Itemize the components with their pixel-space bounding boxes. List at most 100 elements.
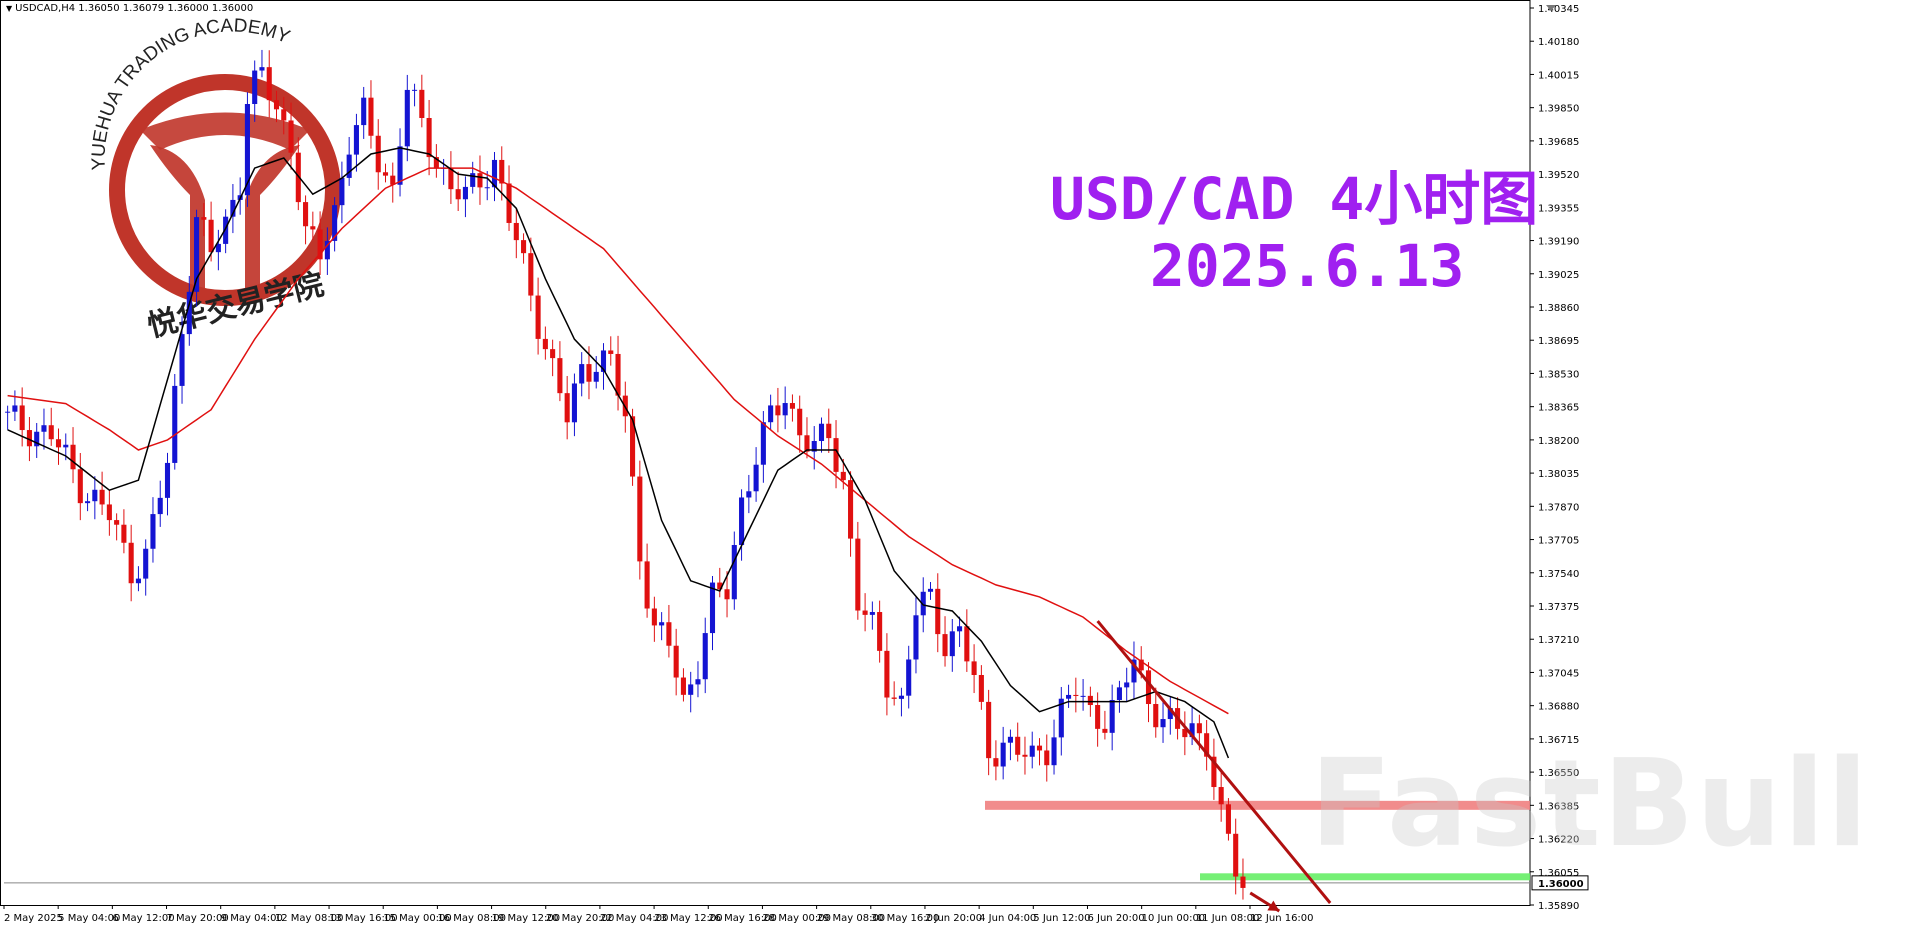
down-arrow-head bbox=[1267, 900, 1280, 912]
x-tick-label: 5 May 04:00 bbox=[58, 913, 120, 924]
x-tick-label: 13 May 16:00 bbox=[329, 913, 398, 924]
candle-body bbox=[927, 588, 934, 592]
scroll-marker-icon bbox=[1546, 5, 1556, 11]
candle-body bbox=[884, 650, 890, 698]
candle-body bbox=[266, 67, 272, 101]
candle-body bbox=[659, 622, 665, 626]
x-tick-label: 2 May 2025 bbox=[4, 913, 63, 924]
x-tick-label: 6 Jun 20:00 bbox=[1087, 913, 1144, 924]
candle-body bbox=[593, 371, 599, 382]
ma-fast-line bbox=[7, 147, 1230, 759]
candle-body bbox=[651, 608, 657, 626]
current-price-box bbox=[1531, 875, 1589, 891]
candle-body bbox=[150, 514, 156, 549]
y-tick-label: 1.35890 bbox=[1538, 901, 1579, 912]
y-tick-label: 1.39685 bbox=[1538, 137, 1579, 148]
candle-body bbox=[48, 425, 54, 440]
candle-body bbox=[477, 173, 483, 188]
candle-body bbox=[739, 497, 745, 546]
y-tick-label: 1.36055 bbox=[1538, 868, 1579, 879]
y-tick-label: 1.39520 bbox=[1538, 170, 1579, 181]
candle-body bbox=[1007, 736, 1013, 743]
watermark: FastBull bbox=[1310, 735, 1870, 874]
candle-body bbox=[259, 67, 265, 71]
y-tick-label: 1.37045 bbox=[1538, 668, 1579, 679]
x-tick-label: 9 May 04:00 bbox=[221, 913, 283, 924]
candle-body bbox=[564, 393, 570, 423]
x-tick-label: 16 May 08:00 bbox=[437, 913, 506, 924]
y-tick-label: 1.36550 bbox=[1538, 768, 1579, 779]
candle-body bbox=[1022, 754, 1028, 757]
candle-body bbox=[12, 405, 18, 412]
candle-body bbox=[303, 202, 309, 227]
y-tick-label: 1.37705 bbox=[1538, 536, 1579, 547]
candle-body bbox=[848, 480, 854, 539]
candle-body bbox=[680, 677, 686, 695]
candle-body bbox=[339, 177, 345, 206]
candle-body bbox=[1196, 723, 1202, 734]
candle-body bbox=[1116, 687, 1122, 700]
x-tick-label: 26 May 16:00 bbox=[708, 913, 777, 924]
candle-body bbox=[1044, 750, 1050, 766]
candle-body bbox=[891, 697, 897, 699]
x-tick-label: 23 May 12:00 bbox=[654, 913, 723, 924]
candle-body bbox=[673, 645, 679, 678]
candle-body bbox=[419, 89, 425, 119]
candle-body bbox=[1204, 733, 1210, 757]
candle-body bbox=[252, 70, 258, 105]
y-tick-label: 1.37870 bbox=[1538, 502, 1579, 513]
candle-body bbox=[19, 405, 25, 431]
x-tick-label: 12 Jun 16:00 bbox=[1250, 913, 1314, 924]
candle-body bbox=[121, 524, 127, 543]
candle-body bbox=[775, 405, 781, 416]
candle-body bbox=[935, 588, 941, 635]
candle-body bbox=[571, 383, 577, 423]
candle-body bbox=[986, 701, 992, 759]
ma-slow-line bbox=[7, 167, 1229, 715]
candle-body bbox=[484, 187, 490, 189]
candle-body bbox=[753, 464, 759, 492]
x-tick-label: 30 May 16:00 bbox=[871, 913, 940, 924]
candle-body bbox=[491, 159, 498, 188]
candle-body bbox=[826, 423, 832, 439]
y-tick-label: 1.40015 bbox=[1538, 70, 1579, 81]
candle-body bbox=[63, 444, 69, 448]
candle-body bbox=[470, 173, 476, 187]
x-tick-label: 19 May 12:00 bbox=[492, 913, 561, 924]
candle-body bbox=[978, 675, 984, 702]
candle-body bbox=[194, 217, 200, 292]
chart-date: 2025.6.13 bbox=[1150, 232, 1465, 300]
plot-area bbox=[0, 0, 1531, 913]
candle-body bbox=[426, 118, 432, 158]
candle-body bbox=[797, 408, 803, 436]
y-tick-label: 1.39025 bbox=[1538, 270, 1579, 281]
candle-body bbox=[85, 501, 91, 504]
candle-body bbox=[1087, 695, 1093, 706]
candle-body bbox=[1036, 745, 1043, 751]
y-tick-label: 1.36715 bbox=[1538, 735, 1579, 746]
price-axis: 1.40345 1.40180 1.40015 1.39850 1.39685 1.395… bbox=[1530, 4, 1589, 912]
x-tick-label: 12 May 08:00 bbox=[275, 913, 344, 924]
target-zone bbox=[1200, 873, 1530, 881]
dropdown-triangle-icon[interactable]: ▼ bbox=[6, 4, 13, 13]
candle-body bbox=[1240, 876, 1246, 888]
logo-y-glyph bbox=[150, 145, 300, 290]
candle-body bbox=[404, 89, 410, 147]
candle-body bbox=[288, 120, 294, 153]
candle-body bbox=[164, 462, 171, 498]
candle-body bbox=[877, 612, 883, 651]
candle-body bbox=[600, 350, 607, 372]
support-zone bbox=[985, 800, 1530, 810]
candle-body bbox=[557, 358, 563, 394]
candle-body bbox=[41, 425, 47, 432]
candle-body bbox=[1189, 723, 1195, 738]
candle-body bbox=[1073, 694, 1079, 696]
candle-body bbox=[695, 679, 701, 685]
candle-body bbox=[397, 146, 403, 185]
candle-body bbox=[462, 186, 468, 200]
x-tick-label: 10 Jun 00:00 bbox=[1142, 913, 1206, 924]
y-tick-label: 1.39355 bbox=[1538, 203, 1579, 214]
y-tick-label: 1.38200 bbox=[1538, 436, 1579, 447]
